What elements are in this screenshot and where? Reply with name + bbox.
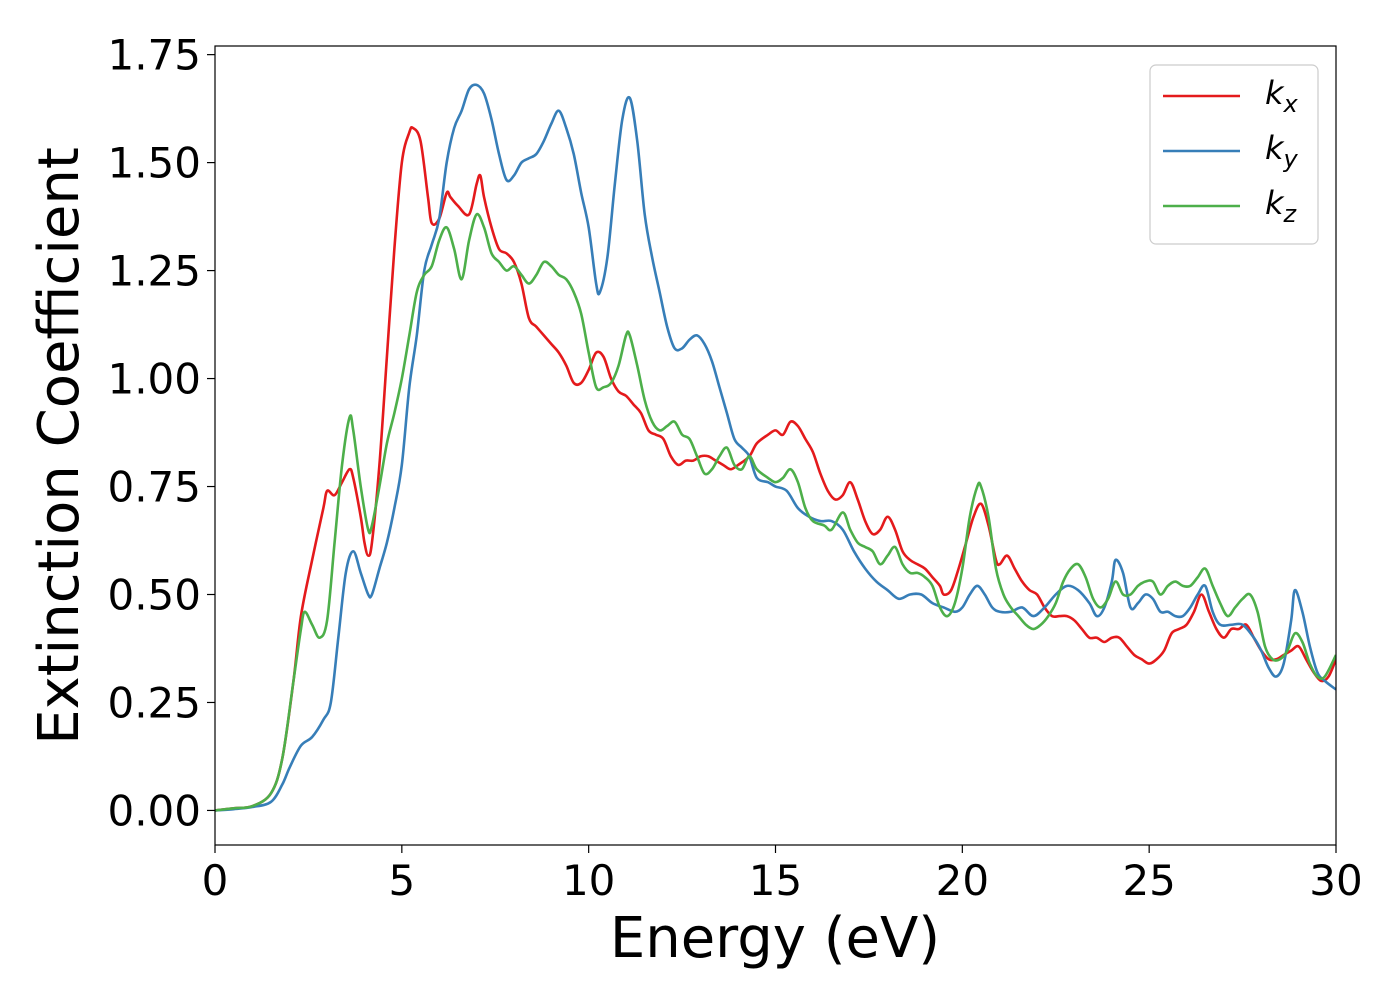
x-axis: 0 5 10 15 20 25 30 (202, 845, 1363, 905)
y-tick-label: 0.00 (107, 786, 201, 835)
x-axis-label: Energy (eV) (610, 906, 940, 971)
x-tick-label: 25 (1122, 856, 1175, 905)
y-tick-label: 1.50 (107, 139, 201, 188)
series-layer (215, 83, 1336, 812)
x-tick-label: 30 (1309, 856, 1362, 905)
x-tick-label: 5 (388, 856, 415, 905)
x-tick-label: 20 (936, 856, 989, 905)
y-tick-label: 1.25 (107, 247, 201, 296)
y-tick-label: 0.25 (107, 678, 201, 727)
y-tick-label: 1.00 (107, 355, 201, 404)
series-line-z (215, 212, 1336, 812)
x-tick-label: 15 (749, 856, 802, 905)
y-tick-label: 1.75 (107, 31, 201, 80)
legend-label-x: kx (1265, 74, 1299, 118)
y-axis-label: Extinction Coefficient (27, 147, 92, 745)
series-line-x (215, 125, 1336, 812)
legend-label-y: ky (1265, 129, 1299, 173)
legend: kx ky kz (1149, 64, 1319, 245)
legend-box (1149, 64, 1319, 245)
y-tick-label: 0.50 (107, 571, 201, 620)
x-tick-label: 10 (562, 856, 615, 905)
legend-label-z: kz (1265, 184, 1298, 228)
y-axis: 0.00 0.25 0.50 0.75 1.00 1.25 1.50 1.75 (107, 31, 215, 835)
x-tick-label: 0 (202, 856, 229, 905)
y-tick-label: 0.75 (107, 463, 201, 512)
series-line-y (215, 83, 1336, 812)
